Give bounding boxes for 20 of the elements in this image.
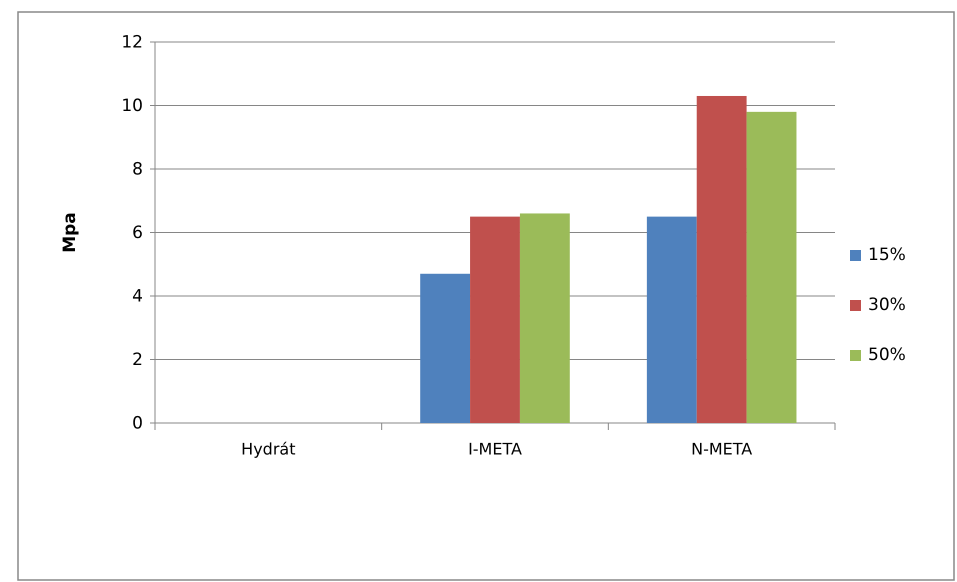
legend-label: 50% <box>868 345 906 365</box>
bar <box>696 96 747 423</box>
bar <box>470 216 520 423</box>
bar <box>646 216 697 423</box>
legend-label: 15% <box>868 245 906 265</box>
x-tick-label: N-META <box>691 439 752 458</box>
y-tick-label: 8 <box>132 159 143 180</box>
y-tick-label: 12 <box>121 32 143 52</box>
y-tick-label: 0 <box>132 413 143 434</box>
y-tick-label: 10 <box>121 96 143 116</box>
bar <box>420 274 470 423</box>
x-tick-label: Hydrát <box>241 439 296 458</box>
y-axis-title: Mpa <box>60 212 80 253</box>
bar <box>746 112 796 423</box>
y-tick-label: 2 <box>132 350 143 370</box>
legend-label: 30% <box>868 295 906 315</box>
x-tick-label: I-META <box>468 439 522 458</box>
y-tick-label: 4 <box>132 286 143 306</box>
y-tick-label: 6 <box>132 222 143 243</box>
bar <box>520 213 570 423</box>
